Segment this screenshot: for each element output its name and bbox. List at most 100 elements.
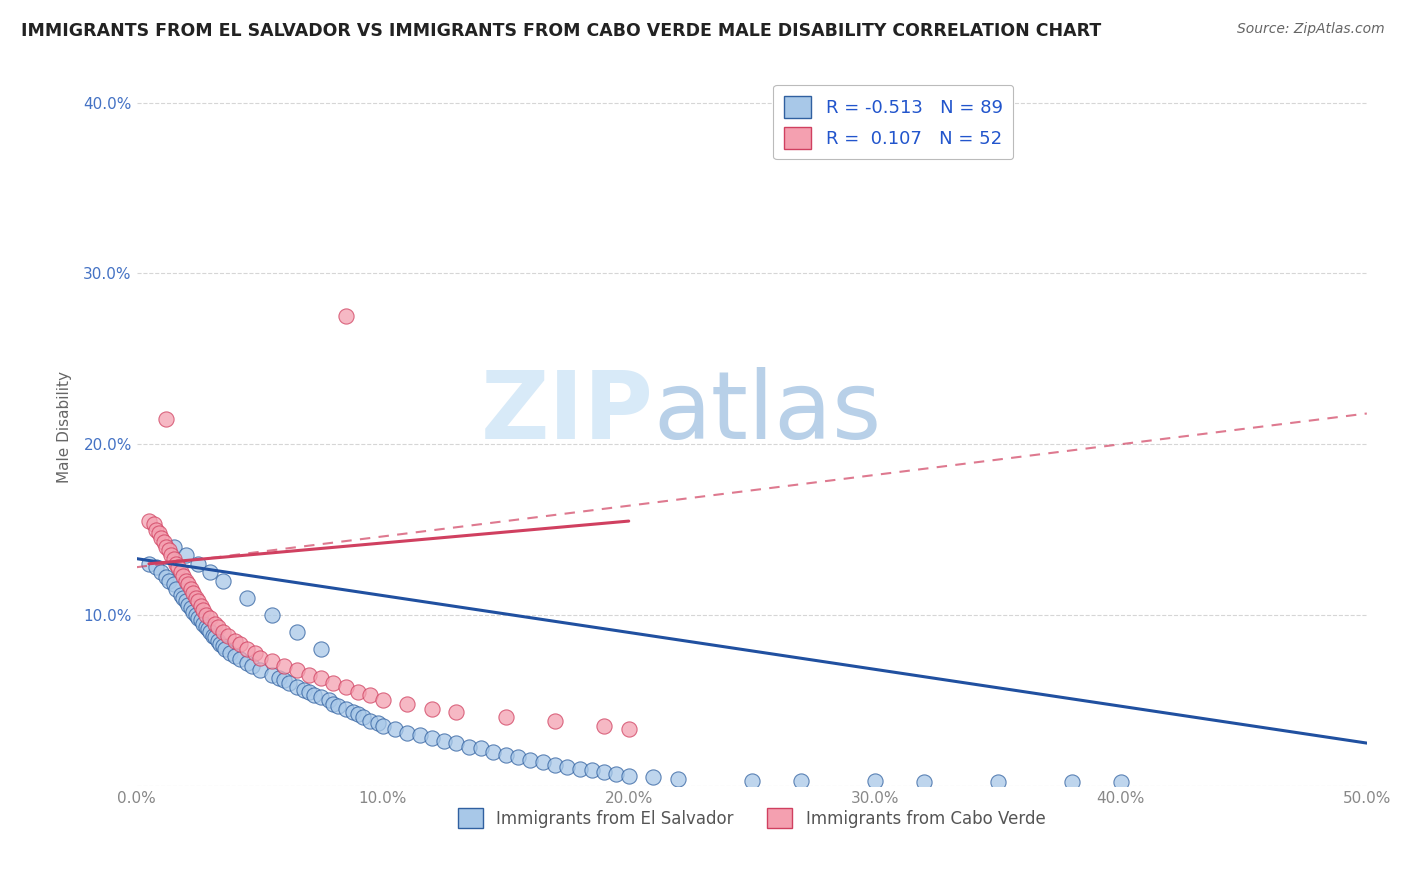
Point [152, 534, 174, 549]
Point [309, 690, 332, 704]
Point [180, 601, 202, 615]
Point [741, 773, 763, 788]
Point [207, 633, 229, 648]
Point [335, 702, 357, 716]
Point [544, 758, 567, 772]
Point [593, 719, 616, 733]
Point [150, 566, 173, 580]
Point [531, 755, 554, 769]
Point [187, 557, 209, 571]
Point [912, 775, 935, 789]
Point [162, 577, 184, 591]
Point [617, 768, 640, 782]
Point [187, 594, 209, 608]
Point [165, 582, 187, 597]
Point [328, 698, 350, 713]
Point [145, 560, 167, 574]
Point [863, 773, 886, 788]
Point [987, 775, 1010, 789]
Point [138, 557, 160, 571]
Point [207, 620, 229, 634]
Point [617, 723, 640, 737]
Point [273, 659, 295, 673]
Point [170, 566, 193, 580]
Point [495, 710, 517, 724]
Point [204, 630, 226, 644]
Point [359, 714, 381, 728]
Point [285, 680, 308, 694]
Point [470, 741, 492, 756]
Point [359, 688, 381, 702]
Point [170, 587, 193, 601]
Point [194, 620, 217, 634]
Point [309, 671, 332, 685]
Point [191, 603, 214, 617]
Text: atlas: atlas [654, 367, 882, 458]
Point [371, 719, 394, 733]
Point [643, 770, 665, 784]
Point [371, 693, 394, 707]
Point [211, 639, 233, 653]
Point [214, 642, 236, 657]
Point [177, 577, 200, 591]
Point [367, 715, 389, 730]
Point [211, 574, 233, 588]
Point [292, 683, 315, 698]
Point [150, 531, 173, 545]
Point [187, 611, 209, 625]
Point [236, 591, 259, 605]
Point [142, 517, 165, 532]
Point [219, 646, 242, 660]
Point [155, 411, 177, 425]
Point [298, 685, 321, 699]
Text: Source: ZipAtlas.com: Source: ZipAtlas.com [1237, 22, 1385, 37]
Point [519, 753, 541, 767]
Point [260, 654, 283, 668]
Point [260, 667, 283, 681]
Point [342, 706, 364, 720]
Point [157, 543, 180, 558]
Point [347, 707, 370, 722]
Point [148, 526, 170, 541]
Point [224, 633, 246, 648]
Point [172, 591, 194, 605]
Point [229, 637, 252, 651]
Point [396, 697, 419, 711]
Point [249, 663, 271, 677]
Point [172, 568, 194, 582]
Point [666, 772, 689, 786]
Point [201, 628, 224, 642]
Point [200, 611, 222, 625]
Point [191, 616, 214, 631]
Point [174, 594, 197, 608]
Legend: Immigrants from El Salvador, Immigrants from Cabo Verde: Immigrants from El Salvador, Immigrants … [451, 801, 1052, 835]
Point [278, 676, 301, 690]
Point [568, 762, 591, 776]
Text: ZIP: ZIP [481, 367, 654, 458]
Y-axis label: Male Disability: Male Disability [58, 371, 72, 483]
Point [197, 622, 219, 636]
Point [506, 749, 529, 764]
Point [384, 723, 406, 737]
Point [1060, 775, 1083, 789]
Point [482, 745, 505, 759]
Point [165, 557, 187, 571]
Point [446, 706, 468, 720]
Point [285, 625, 308, 640]
Point [194, 607, 217, 622]
Point [177, 598, 200, 612]
Point [243, 646, 266, 660]
Point [155, 570, 177, 584]
Point [605, 767, 627, 781]
Point [174, 548, 197, 562]
Point [260, 607, 283, 622]
Point [581, 764, 603, 778]
Point [309, 642, 332, 657]
Point [236, 656, 259, 670]
Point [236, 642, 259, 657]
Point [1109, 775, 1132, 789]
Point [217, 628, 239, 642]
Point [335, 680, 357, 694]
Text: IMMIGRANTS FROM EL SALVADOR VS IMMIGRANTS FROM CABO VERDE MALE DISABILITY CORREL: IMMIGRANTS FROM EL SALVADOR VS IMMIGRANT… [21, 22, 1101, 40]
Point [229, 652, 252, 666]
